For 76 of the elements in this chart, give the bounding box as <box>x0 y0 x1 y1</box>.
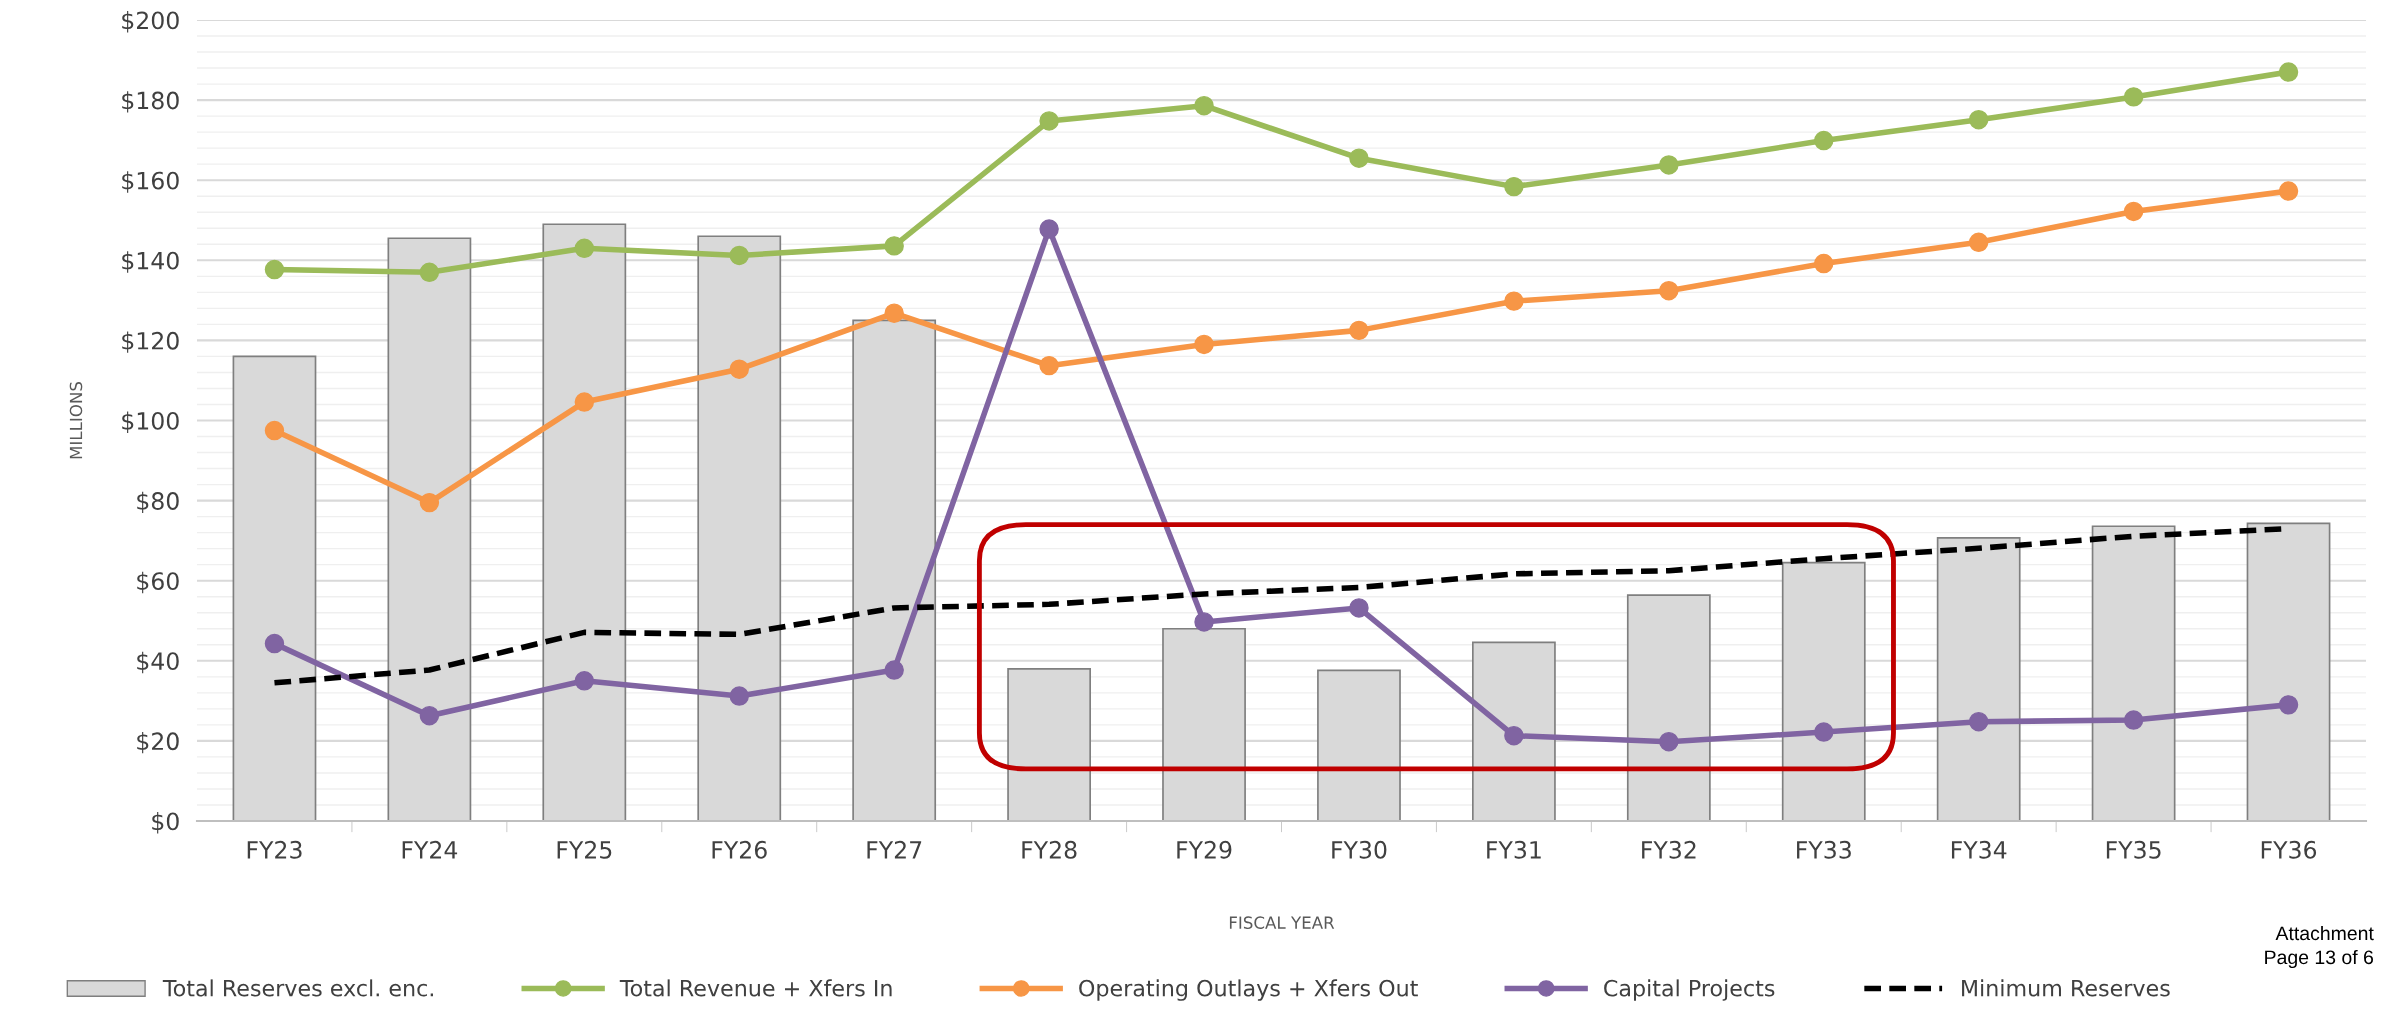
point <box>2123 201 2144 222</box>
x-tick-label: FY32 <box>1642 840 1696 859</box>
x-tick-label: FY29 <box>1177 840 1232 859</box>
x-tick-label: FY23 <box>247 840 302 859</box>
x-tick-label: FY28 <box>1022 840 1077 859</box>
point <box>419 492 440 513</box>
y-axis-title: MILLIONS <box>69 381 83 459</box>
point <box>264 259 285 280</box>
point <box>1349 320 1369 341</box>
point <box>2278 181 2299 201</box>
y-tick-label: $200 <box>122 11 179 33</box>
y-tick-label: $100 <box>122 411 179 433</box>
point <box>1194 334 1214 355</box>
text: Page 13 of 6 <box>2265 949 2374 969</box>
point <box>1039 219 1059 239</box>
x-tick-label: FY26 <box>712 840 767 859</box>
point <box>1194 612 1214 632</box>
x-tick-label: FY25 <box>557 840 612 859</box>
point <box>1039 111 1059 131</box>
point <box>1349 598 1369 618</box>
point <box>1504 291 1524 311</box>
y-tick-label: $80 <box>137 491 179 514</box>
point <box>2123 87 2144 107</box>
point <box>1659 731 1679 752</box>
point <box>1504 176 1524 197</box>
point <box>419 262 440 283</box>
point <box>729 359 749 379</box>
y-tick-label: $140 <box>122 251 179 273</box>
point <box>1968 110 1989 130</box>
point <box>2278 62 2299 82</box>
point <box>574 238 595 259</box>
text: Attachment <box>2275 925 2374 941</box>
x-tick-label: FY24 <box>402 840 458 859</box>
y-tick-label: $60 <box>137 571 179 594</box>
legend-label: Total Revenue + Xfers In <box>619 979 892 997</box>
x-tick-label: FY27 <box>867 840 922 859</box>
x-tick-label: FY36 <box>2261 840 2317 859</box>
point <box>264 420 285 441</box>
point <box>884 303 904 323</box>
legend-label: Operating Outlays + Xfers Out <box>1079 979 1418 1001</box>
legend-label: Total Reserves excl. enc. <box>162 979 433 997</box>
point <box>729 686 749 706</box>
point <box>1504 725 1524 746</box>
y-tick-label: $160 <box>122 171 179 193</box>
point <box>1814 253 1834 274</box>
point <box>884 236 904 256</box>
y-tick-label: $120 <box>122 331 179 353</box>
x-tick-label: FY33 <box>1797 840 1851 859</box>
x-axis-title: FISCAL YEAR <box>1229 916 1335 929</box>
point <box>2278 695 2299 715</box>
point <box>1814 130 1834 151</box>
x-tick-label: FY31 <box>1487 840 1541 859</box>
point <box>574 671 595 691</box>
y-tick-label: $0 <box>152 812 179 834</box>
x-tick-label: FY34 <box>1951 840 2007 859</box>
point <box>574 392 595 412</box>
point <box>1039 355 1059 376</box>
point <box>1349 148 1369 168</box>
point <box>2123 710 2144 730</box>
x-tick-label: FY35 <box>2106 840 2161 859</box>
point <box>419 705 440 726</box>
y-tick-label: $40 <box>137 651 179 674</box>
point <box>1194 95 1214 116</box>
point <box>884 660 904 680</box>
point <box>1659 155 1679 175</box>
x-tick-label: FY30 <box>1332 840 1387 859</box>
point <box>264 633 285 654</box>
point <box>1659 281 1679 301</box>
point <box>1968 711 1989 732</box>
y-tick-label: $180 <box>122 91 179 113</box>
y-tick-label: $20 <box>137 731 179 754</box>
point <box>1814 722 1834 742</box>
point <box>1968 232 1989 253</box>
legend-label: Minimum Reserves <box>1962 979 2170 997</box>
legend-label: Capital Projects <box>1604 979 1775 1001</box>
point <box>729 245 749 266</box>
